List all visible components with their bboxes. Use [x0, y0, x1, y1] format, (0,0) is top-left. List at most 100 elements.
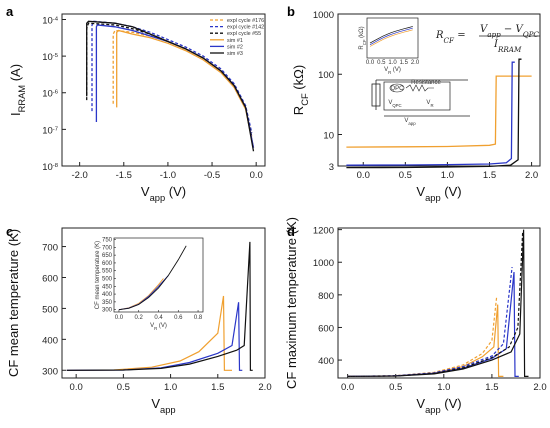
- panel-b-inset-series: [369, 27, 413, 46]
- panel-b-circuit-vqpc-part: V: [388, 100, 392, 106]
- panel-b-circuit-vr-part: R: [430, 103, 433, 108]
- panel-d-frame: [337, 227, 541, 379]
- panel-d-xlabel-part: (V): [441, 396, 462, 411]
- panel-a-legend-label: sim #3: [227, 51, 243, 57]
- panel-b-inset-xlabel: VR (V): [384, 67, 401, 75]
- panel-c-frame: [61, 227, 266, 379]
- panel-c-series-3: [66, 241, 253, 371]
- panel-a-legend-label: expl cycle #176: [227, 18, 264, 24]
- panel-a-series-4: [116, 29, 255, 148]
- panel-d-series-5: [347, 267, 513, 377]
- panel-c-inset-series-3: [118, 245, 187, 311]
- panel-d-xtick-label: 0.0: [341, 382, 354, 393]
- panel-a-frame: [61, 13, 266, 167]
- panel-c-inset-xtick-label: 0.6: [174, 315, 183, 321]
- panel-b-formula-num: Vapp − VQPC: [480, 24, 539, 39]
- panel-b-formula-den-part: RRAM: [497, 45, 522, 54]
- panel-c-ylabel: CF mean temperature (K): [6, 229, 21, 377]
- panel-b-ylabel-part: R: [291, 106, 306, 115]
- panel-b-xlabel-part: app: [425, 193, 441, 203]
- panel-b-inset-series: [369, 26, 413, 44]
- panel-c-inset-xlabel: VR (V): [150, 323, 167, 331]
- panel-c-inset-ytick-label: 450: [102, 284, 113, 290]
- panel-b-inset-ylabel-part: CF: [362, 39, 367, 45]
- panel-b-xtick-label: 1.0: [441, 170, 454, 181]
- panel-b-formula-den: IRRAM: [493, 39, 522, 54]
- panel-b-circuit-vqpc-part: QPC: [392, 103, 401, 108]
- panel-c-inset-xtick-label: 0.8: [194, 315, 203, 321]
- panel-a-ytick-label: 10-5: [42, 52, 59, 63]
- panel-d-ylabel: CF maximum temperature (K): [284, 217, 299, 389]
- panel-b-circuit-vr-part: V: [426, 100, 430, 106]
- panel-b-ylabel-part: (kΩ): [291, 65, 306, 94]
- panel-b-formula-lhs-part: =: [454, 30, 466, 41]
- panel-d-xtick-label: 1.0: [437, 382, 450, 393]
- panel-c-inset-xtick-label: 0.0: [115, 315, 124, 321]
- panel-a-ytick-label-part: 10: [42, 15, 53, 26]
- panel-c-xlabel-part: V: [151, 396, 160, 411]
- panel-a-xtick-label: -0.5: [204, 170, 220, 181]
- panel-c-ytick-label: 700: [42, 243, 58, 254]
- panel-a-ytick-label-part: 10: [42, 89, 53, 100]
- panel-b-circuit-vqpc: VQPC: [388, 100, 401, 108]
- panel-a-ylabel-part: I: [8, 112, 23, 116]
- panel-c-xtick-label: 1.0: [164, 382, 177, 393]
- panel-d-series-6: [347, 231, 524, 377]
- panel-c-inset-xlabel-part: V: [150, 323, 154, 329]
- panel-a-legend-label: expl cycle #142: [227, 25, 264, 31]
- panel-a-xlabel-part: V: [141, 184, 150, 199]
- panel-d-ytick-label: 400: [318, 356, 334, 367]
- panel-c-label: c: [6, 224, 13, 239]
- panel-b-xlabel-part: V: [416, 184, 425, 199]
- panel-b-inset-xlabel-part: V: [384, 67, 388, 73]
- panel-c-series-1: [66, 295, 232, 371]
- panel-b-formula-num-part: QPC: [523, 30, 540, 39]
- panel-b-xtick-label: 1.5: [483, 170, 496, 181]
- panel-b-inset-xtick-label: 0.0: [366, 60, 375, 66]
- panel-b-circuit-vr: VR: [426, 100, 433, 108]
- panel-c-inset-ytick-label: 500: [102, 277, 113, 283]
- panel-d-xlabel: Vapp (V): [416, 396, 461, 415]
- panel-a-ytick-label-part: -8: [53, 163, 59, 169]
- panel-d-xlabel-part: V: [416, 396, 425, 411]
- panel-b-ylabel: RCF (kΩ): [291, 65, 310, 115]
- panel-a-xlabel: Vapp (V): [141, 184, 186, 203]
- panel-a-xtick-label: -1.0: [160, 170, 176, 181]
- panel-b-ylabel-part: CF: [300, 93, 310, 106]
- panel-b-circuit-vapp-part: V: [404, 118, 408, 124]
- panel-a-ytick-label: 10-4: [42, 15, 59, 26]
- panel-b-xtick-label: 2.0: [525, 170, 538, 181]
- panel-b-series-1: [346, 75, 532, 148]
- panel-d-ytick-label: 1000: [313, 258, 334, 269]
- panel-b-series-2: [346, 61, 515, 166]
- panel-d-xtick-label: 1.5: [485, 382, 498, 393]
- panel-d-ytick-label: 800: [318, 291, 334, 302]
- panel-b-xlabel: Vapp (V): [416, 184, 461, 203]
- panel-a-xtick-label: -2.0: [71, 170, 87, 181]
- panel-c-ytick-label: 500: [42, 304, 58, 315]
- panel-b-circuit-qpc: [389, 83, 405, 93]
- panel-a-series-3: [86, 22, 253, 137]
- panel-a-legend-label: expl cycle #55: [227, 31, 261, 37]
- panel-a-ylabel-part: (A): [8, 64, 23, 85]
- panel-a-ytick-label-part: 10: [42, 52, 53, 63]
- panel-b-formula-den-part: I: [493, 39, 499, 50]
- panel-a-xlabel-part: (V): [165, 184, 186, 199]
- panel-c-inset-ytick-label: 350: [102, 300, 113, 306]
- panel-a-label: a: [6, 4, 14, 19]
- panel-b-xlabel-part: (V): [441, 184, 462, 199]
- panel-c-inset-ylabel: CF mean temperature (K): [95, 241, 101, 309]
- panel-b-formula-num-part: − V: [501, 24, 525, 35]
- panel-c-series-2: [66, 302, 243, 371]
- panel-c-inset-ytick-label: 300: [102, 308, 113, 314]
- panel-c-inset-xtick-label: 0.4: [154, 315, 163, 321]
- panel-d-xtick-label: 0.5: [389, 382, 402, 393]
- panel-b-inset-xtick-label: 2.0: [411, 60, 420, 66]
- panel-d-series-1: [347, 304, 504, 377]
- panel-d-ytick-label: 600: [318, 323, 334, 334]
- panel-b-circuit-resistor: [405, 84, 434, 92]
- panel-b-xtick-label: 0.5: [399, 170, 412, 181]
- panel-a-series-6: [86, 20, 255, 152]
